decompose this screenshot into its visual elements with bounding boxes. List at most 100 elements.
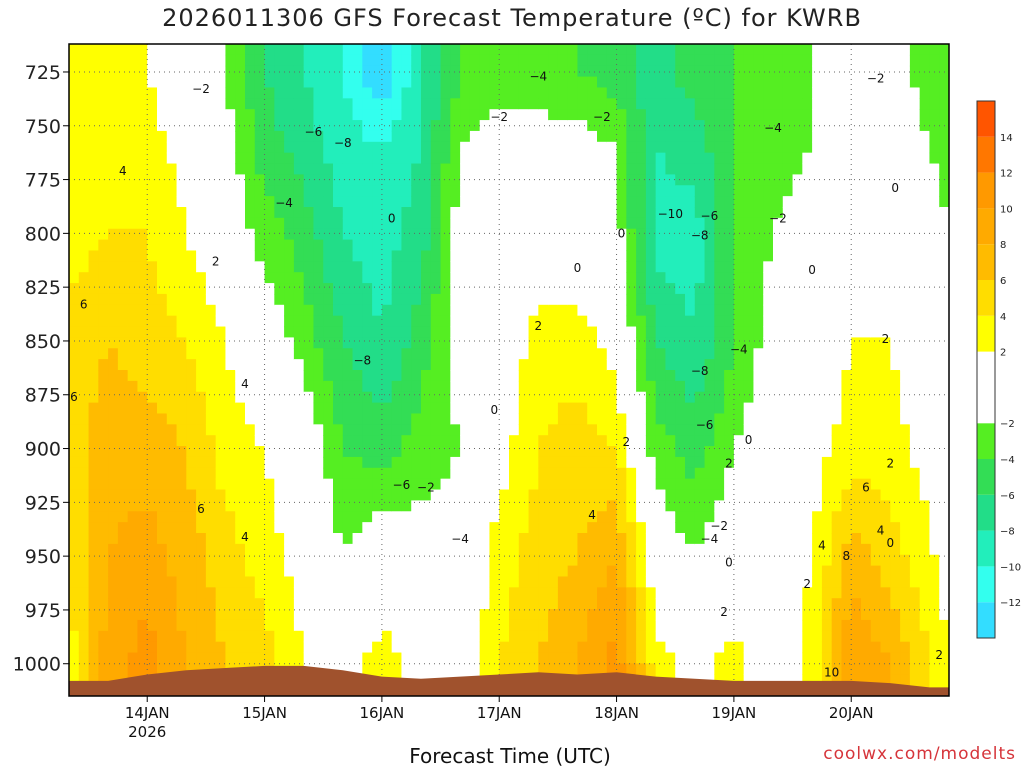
field-cell bbox=[264, 456, 275, 469]
field-cell bbox=[577, 359, 588, 371]
field-cell bbox=[851, 587, 862, 599]
field-cell bbox=[245, 554, 256, 567]
field-cell bbox=[821, 478, 833, 491]
field-cell bbox=[196, 174, 207, 186]
field-cell bbox=[509, 630, 520, 643]
field-cell bbox=[743, 283, 755, 295]
field-cell bbox=[372, 185, 383, 197]
field-cell bbox=[518, 576, 530, 588]
field-cell bbox=[313, 76, 324, 89]
field-cell bbox=[450, 98, 461, 110]
field-cell bbox=[557, 337, 569, 349]
field-cell bbox=[685, 261, 696, 273]
field-cell bbox=[733, 239, 745, 252]
field-cell bbox=[117, 424, 129, 436]
field-cell bbox=[440, 174, 451, 186]
field-cell bbox=[724, 315, 735, 328]
field-cell bbox=[763, 304, 774, 317]
field-cell bbox=[782, 44, 794, 56]
field-cell bbox=[753, 196, 764, 208]
field-cell bbox=[157, 554, 168, 567]
field-cell bbox=[127, 228, 139, 241]
field-cell bbox=[694, 130, 706, 143]
field-cell bbox=[499, 533, 510, 545]
field-cell bbox=[577, 478, 588, 491]
field-cell bbox=[205, 413, 217, 425]
field-cell bbox=[694, 424, 706, 436]
field-cell bbox=[117, 630, 129, 643]
field-cell bbox=[147, 402, 158, 415]
field-cell bbox=[714, 272, 725, 284]
field-cell bbox=[645, 44, 657, 56]
field-cell bbox=[499, 65, 510, 78]
field-cell bbox=[489, 304, 500, 317]
field-cell bbox=[323, 337, 334, 349]
field-cell bbox=[333, 652, 344, 664]
field-cell bbox=[430, 565, 442, 578]
field-cell bbox=[743, 533, 755, 545]
field-cell bbox=[196, 652, 207, 664]
field-cell bbox=[460, 283, 471, 295]
field-cell bbox=[773, 239, 784, 252]
field-cell bbox=[166, 283, 178, 295]
field-cell bbox=[274, 261, 285, 273]
field-cell bbox=[303, 348, 315, 360]
field-cell bbox=[176, 76, 187, 89]
field-cell bbox=[411, 478, 422, 491]
field-cell bbox=[333, 130, 344, 143]
field-cell bbox=[196, 239, 207, 252]
field-cell bbox=[851, 272, 862, 284]
field-cell bbox=[411, 98, 422, 110]
field-cell bbox=[479, 598, 491, 610]
field-cell bbox=[235, 44, 246, 56]
field-cell bbox=[460, 380, 471, 393]
field-cell bbox=[753, 304, 764, 317]
field-cell bbox=[401, 283, 412, 295]
field-cell bbox=[518, 272, 530, 284]
field-cell bbox=[469, 598, 481, 610]
field-cell bbox=[450, 120, 461, 132]
field-cell bbox=[753, 239, 764, 252]
field-cell bbox=[773, 185, 784, 197]
field-cell bbox=[773, 315, 784, 328]
field-cell bbox=[323, 185, 334, 197]
field-cell bbox=[724, 76, 735, 89]
field-cell bbox=[401, 272, 412, 284]
field-cell bbox=[245, 619, 256, 632]
field-cell bbox=[186, 500, 197, 512]
field-cell bbox=[245, 533, 256, 545]
field-cell bbox=[626, 619, 637, 632]
field-cell bbox=[557, 424, 569, 436]
field-cell bbox=[215, 163, 227, 175]
field-cell bbox=[117, 500, 129, 512]
field-cell bbox=[440, 65, 451, 78]
field-cell bbox=[880, 207, 891, 219]
field-cell bbox=[333, 196, 344, 208]
field-cell bbox=[518, 65, 530, 78]
field-cell bbox=[685, 456, 696, 469]
field-cell bbox=[352, 446, 363, 458]
field-cell bbox=[724, 370, 735, 382]
field-cell bbox=[176, 250, 187, 262]
field-cell bbox=[499, 130, 510, 143]
field-cell bbox=[254, 54, 266, 67]
field-cell bbox=[225, 630, 236, 643]
field-cell bbox=[724, 283, 735, 295]
field-cell bbox=[450, 337, 461, 349]
field-cell bbox=[792, 489, 803, 501]
field-cell bbox=[821, 109, 833, 121]
field-cell bbox=[861, 174, 872, 186]
field-cell bbox=[88, 326, 99, 338]
field-cell bbox=[557, 120, 569, 132]
field-cell bbox=[372, 337, 383, 349]
field-cell bbox=[352, 533, 363, 545]
field-cell bbox=[333, 587, 344, 599]
field-cell bbox=[597, 163, 608, 175]
field-cell bbox=[821, 587, 833, 599]
field-cell bbox=[841, 554, 852, 567]
field-cell bbox=[401, 87, 412, 99]
field-cell bbox=[313, 543, 324, 556]
field-cell bbox=[587, 283, 598, 295]
field-cell bbox=[606, 141, 618, 154]
field-cell bbox=[430, 609, 442, 621]
